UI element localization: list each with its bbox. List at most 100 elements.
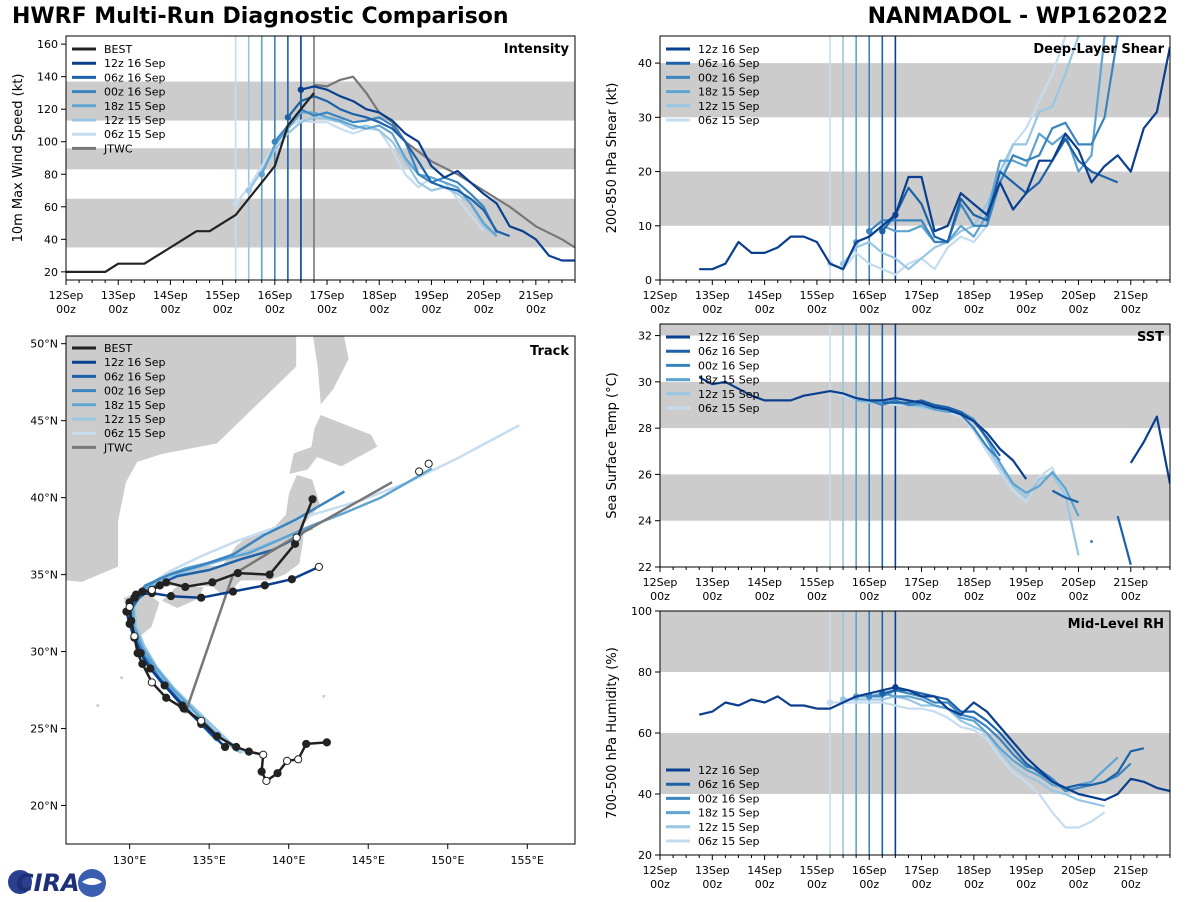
x-tick-label: 18Sep bbox=[956, 864, 991, 877]
x-tick-label: 00z bbox=[1069, 878, 1089, 891]
legend-label-06z-15-sep: 06z 15 Sep bbox=[698, 402, 760, 415]
legend-label-06z-15-sep: 06z 15 Sep bbox=[698, 114, 760, 127]
storm-title: NANMADOL - WP162022 bbox=[867, 4, 1168, 29]
island bbox=[33, 736, 36, 739]
x-tick-label: 00z bbox=[702, 590, 722, 603]
panel-intensity: 2040608010012014016012Sep00z13Sep00z14Se… bbox=[11, 35, 576, 316]
threshold-band bbox=[66, 148, 575, 170]
legend-label-18z-15-sep: 18z 15 Sep bbox=[698, 86, 760, 99]
x-tick-label: 00z bbox=[1016, 303, 1036, 316]
y-axis-label: 200-850 hPa Shear (kt) bbox=[605, 83, 620, 234]
x-tick-label: 00z bbox=[964, 878, 984, 891]
x-tick-label: 12Sep bbox=[49, 289, 84, 302]
y-tick-label: 26 bbox=[638, 468, 652, 481]
y-tick-label: 20 bbox=[638, 166, 652, 179]
legend-label-06z-16-sep: 06z 16 Sep bbox=[698, 57, 760, 70]
x-tick-label: 130°E bbox=[113, 854, 146, 867]
track-marker-best bbox=[155, 581, 164, 590]
x-tick-label: 15Sep bbox=[205, 289, 240, 302]
x-tick-label: 12Sep bbox=[643, 864, 678, 877]
x-tick-label: 00z bbox=[526, 303, 546, 316]
track-marker-best bbox=[294, 755, 303, 764]
mainland-asia bbox=[66, 336, 298, 583]
series-line-06z-16-sep bbox=[882, 399, 1001, 457]
series-point-00z-16-sep bbox=[1090, 540, 1094, 544]
x-tick-label: 00z bbox=[912, 878, 932, 891]
init-marker-06z-15-sep bbox=[232, 200, 239, 207]
axes-frame bbox=[65, 335, 576, 845]
track-marker-best bbox=[127, 616, 136, 625]
legend-label-06z-16-sep: 06z 16 Sep bbox=[698, 778, 760, 791]
y-tick-label: 140 bbox=[37, 71, 58, 84]
legend-label-12z-16-sep: 12z 16 Sep bbox=[698, 43, 760, 56]
x-tick-label: 14Sep bbox=[747, 864, 782, 877]
x-tick-label: 00z bbox=[755, 878, 775, 891]
threshold-band bbox=[660, 171, 1170, 226]
x-tick-label: 00z bbox=[964, 303, 984, 316]
track-end-marker-06z-15-sep bbox=[424, 459, 433, 468]
y-tick-label: 0 bbox=[645, 274, 652, 287]
x-tick-label: 00z bbox=[702, 303, 722, 316]
x-tick-label: 17Sep bbox=[310, 289, 345, 302]
track-end-marker-18z-15-sep bbox=[415, 467, 424, 476]
x-tick-label: 00z bbox=[755, 590, 775, 603]
x-tick-label: 17Sep bbox=[904, 864, 939, 877]
series-line-06z-16-sep bbox=[1051, 489, 1079, 504]
legend-label-12z-16-sep: 12z 16 Sep bbox=[698, 764, 760, 777]
x-tick-label: 12Sep bbox=[643, 289, 678, 302]
track-marker-best bbox=[259, 750, 268, 759]
x-tick-label: 00z bbox=[265, 303, 285, 316]
legend-label-06z-16-sep: 06z 16 Sep bbox=[104, 370, 166, 383]
legend-label-00z-16-sep: 00z 16 Sep bbox=[698, 792, 760, 805]
x-tick-label: 20Sep bbox=[466, 289, 501, 302]
x-tick-label: 15Sep bbox=[800, 576, 835, 589]
series-line-12z-16-sep bbox=[699, 46, 1170, 271]
init-marker-12z-15-sep bbox=[245, 187, 252, 194]
legend-label-00z-16-sep: 00z 16 Sep bbox=[698, 359, 760, 372]
track-marker-best bbox=[179, 704, 188, 713]
legend-label-18z-15-sep: 18z 15 Sep bbox=[698, 374, 760, 387]
threshold-band bbox=[66, 198, 575, 248]
track-marker-best bbox=[197, 716, 206, 725]
legend-label-06z-15-sep: 06z 15 Sep bbox=[104, 427, 166, 440]
track-marker-12z-16-sep bbox=[166, 592, 176, 601]
track-end-marker-06z-16-sep bbox=[292, 533, 301, 542]
x-tick-label: 20Sep bbox=[1061, 864, 1096, 877]
y-tick-label: 30°N bbox=[30, 646, 58, 659]
map-area bbox=[33, 336, 520, 785]
legend-label-12z-15-sep: 12z 15 Sep bbox=[104, 413, 166, 426]
track-marker-best bbox=[162, 693, 171, 702]
y-tick-label: 50°N bbox=[30, 338, 58, 351]
x-tick-label: 14Sep bbox=[747, 576, 782, 589]
x-tick-label: 16Sep bbox=[852, 576, 887, 589]
series-line-06z-16-sep bbox=[881, 137, 1119, 244]
x-tick-label: 12Sep bbox=[643, 576, 678, 589]
track-marker-best bbox=[257, 767, 266, 776]
x-tick-label: 135°E bbox=[192, 854, 225, 867]
series-line-18z-15-sep bbox=[260, 111, 498, 237]
x-tick-label: 00z bbox=[1069, 590, 1089, 603]
track-marker-best bbox=[138, 587, 147, 596]
legend-label-06z-16-sep: 06z 16 Sep bbox=[104, 71, 166, 84]
y-tick-label: 10 bbox=[638, 220, 652, 233]
init-marker-00z-16-sep bbox=[866, 228, 873, 235]
panel-title-intensity: Intensity bbox=[504, 42, 570, 57]
panel-title-rh: Mid-Level RH bbox=[1068, 617, 1164, 632]
y-tick-label: 40 bbox=[638, 57, 652, 70]
x-tick-label: 21Sep bbox=[1113, 864, 1148, 877]
panel-track: 130°E 135°E 140°E 145°E 150°E 155°E 20°N 25°N 30… bbox=[30, 335, 576, 867]
y-tick-label: 32 bbox=[638, 330, 652, 343]
x-tick-label: 00z bbox=[56, 303, 76, 316]
cira-logo-graphic: CIRA bbox=[8, 869, 106, 897]
x-tick-label: 16Sep bbox=[852, 864, 887, 877]
threshold-band bbox=[660, 63, 1170, 118]
track-marker-best bbox=[130, 593, 139, 602]
init-marker-12z-16-sep bbox=[297, 86, 305, 93]
x-tick-label: 140°E bbox=[272, 854, 305, 867]
x-tick-label: 00z bbox=[650, 303, 670, 316]
legend-label-06z-15-sep: 06z 15 Sep bbox=[698, 835, 760, 848]
track-marker-best bbox=[147, 585, 156, 595]
x-tick-label: 16Sep bbox=[257, 289, 292, 302]
x-tick-label: 15Sep bbox=[800, 864, 835, 877]
x-tick-label: 00z bbox=[755, 303, 775, 316]
